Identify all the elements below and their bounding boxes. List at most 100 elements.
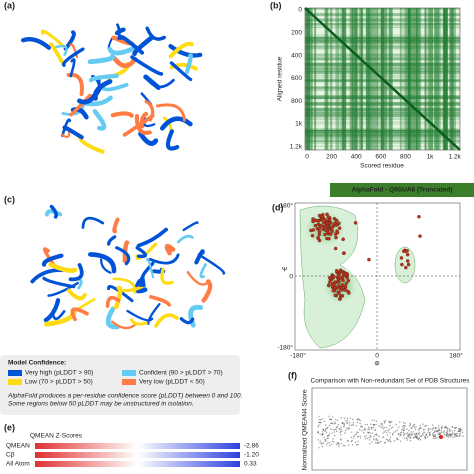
reference-point [329,442,331,444]
helix [105,295,121,308]
y-tick-label: -180° [277,344,293,352]
reference-point [391,433,394,435]
reference-point [347,428,349,431]
reference-point [348,421,351,424]
reference-point [324,438,326,441]
reference-point [459,431,462,433]
reference-point [318,418,321,421]
reference-point [434,427,437,430]
reference-point [461,429,463,431]
reference-point [382,432,384,434]
reference-point [449,435,451,437]
helix [49,204,58,219]
reference-point [317,432,319,434]
reference-point [331,422,333,424]
helix [168,41,194,59]
reference-point [334,428,336,431]
heatmap-stripe [399,8,402,150]
reference-point [409,424,412,426]
reference-point [382,426,384,428]
helix [129,318,148,326]
reference-point [401,426,404,428]
reference-point [405,433,407,435]
reference-point [408,425,411,427]
heatmap-stripe [305,86,460,91]
reference-point [391,426,394,428]
reference-point [344,432,346,434]
reference-point [331,416,334,418]
helix [155,103,186,122]
reference-point [317,431,319,433]
title: QMEAN Z-Scores [30,433,83,440]
reference-point [416,435,418,437]
reference-point [363,436,366,438]
heatmap-stripe [368,8,373,150]
reference-point [417,428,420,430]
reference-point [374,439,376,441]
reference-point [380,422,382,425]
reference-point [342,444,345,447]
reference-point [403,431,405,434]
helix [110,320,137,330]
legend-swatch [122,370,136,376]
helix [199,263,207,279]
reference-point [434,430,436,432]
reference-point [421,433,424,435]
panel-label: (d) [272,202,284,212]
reference-point [396,429,398,431]
reference-point [429,434,431,437]
reference-point [454,429,456,432]
residue-point [337,272,341,277]
heatmap-stripe [305,130,460,134]
reference-point [372,427,375,429]
residue-point [406,262,411,267]
reference-point [321,434,323,436]
reference-point [343,423,346,425]
residue-point [328,232,333,236]
residue-point [405,259,410,263]
reference-point [340,417,342,419]
reference-point [380,426,382,429]
reference-point [333,434,336,437]
heatmap-stripe [305,56,460,61]
reference-point [432,437,435,439]
reference-point [414,428,417,430]
z-score-bar [35,461,240,467]
points [309,212,422,301]
reference-point [319,418,322,421]
reference-point [390,441,392,443]
helix [194,249,205,265]
reference-point [355,433,358,435]
reference-point [454,427,457,430]
helix [107,284,134,303]
y-tick-label: 600 [291,75,302,82]
heatmap-stripe [335,8,340,150]
reference-point [356,418,359,421]
heatmap-stripe [305,101,460,106]
reference-point [352,421,355,424]
residue-point [320,215,324,220]
reference-point [409,437,411,439]
residue-point [317,232,322,237]
reference-point [389,436,391,439]
residue-point [323,232,327,237]
residue-point [334,235,338,240]
reference-point [446,432,449,435]
helix [168,43,203,58]
helix [47,281,79,297]
axis-label: Normalized QMEAN4 Score [302,389,309,470]
reference-point [417,432,420,435]
reference-point [399,440,402,443]
reference-point [347,427,349,430]
reference-point [458,428,460,430]
reference-point [398,433,400,435]
reference-point [447,436,450,438]
residue-point [337,221,341,225]
protein-structure [21,23,226,330]
helix [42,276,76,289]
heatmap-stripe [412,8,416,150]
reference-point [454,434,456,437]
residue-point [353,221,358,225]
reference-point [373,419,376,421]
